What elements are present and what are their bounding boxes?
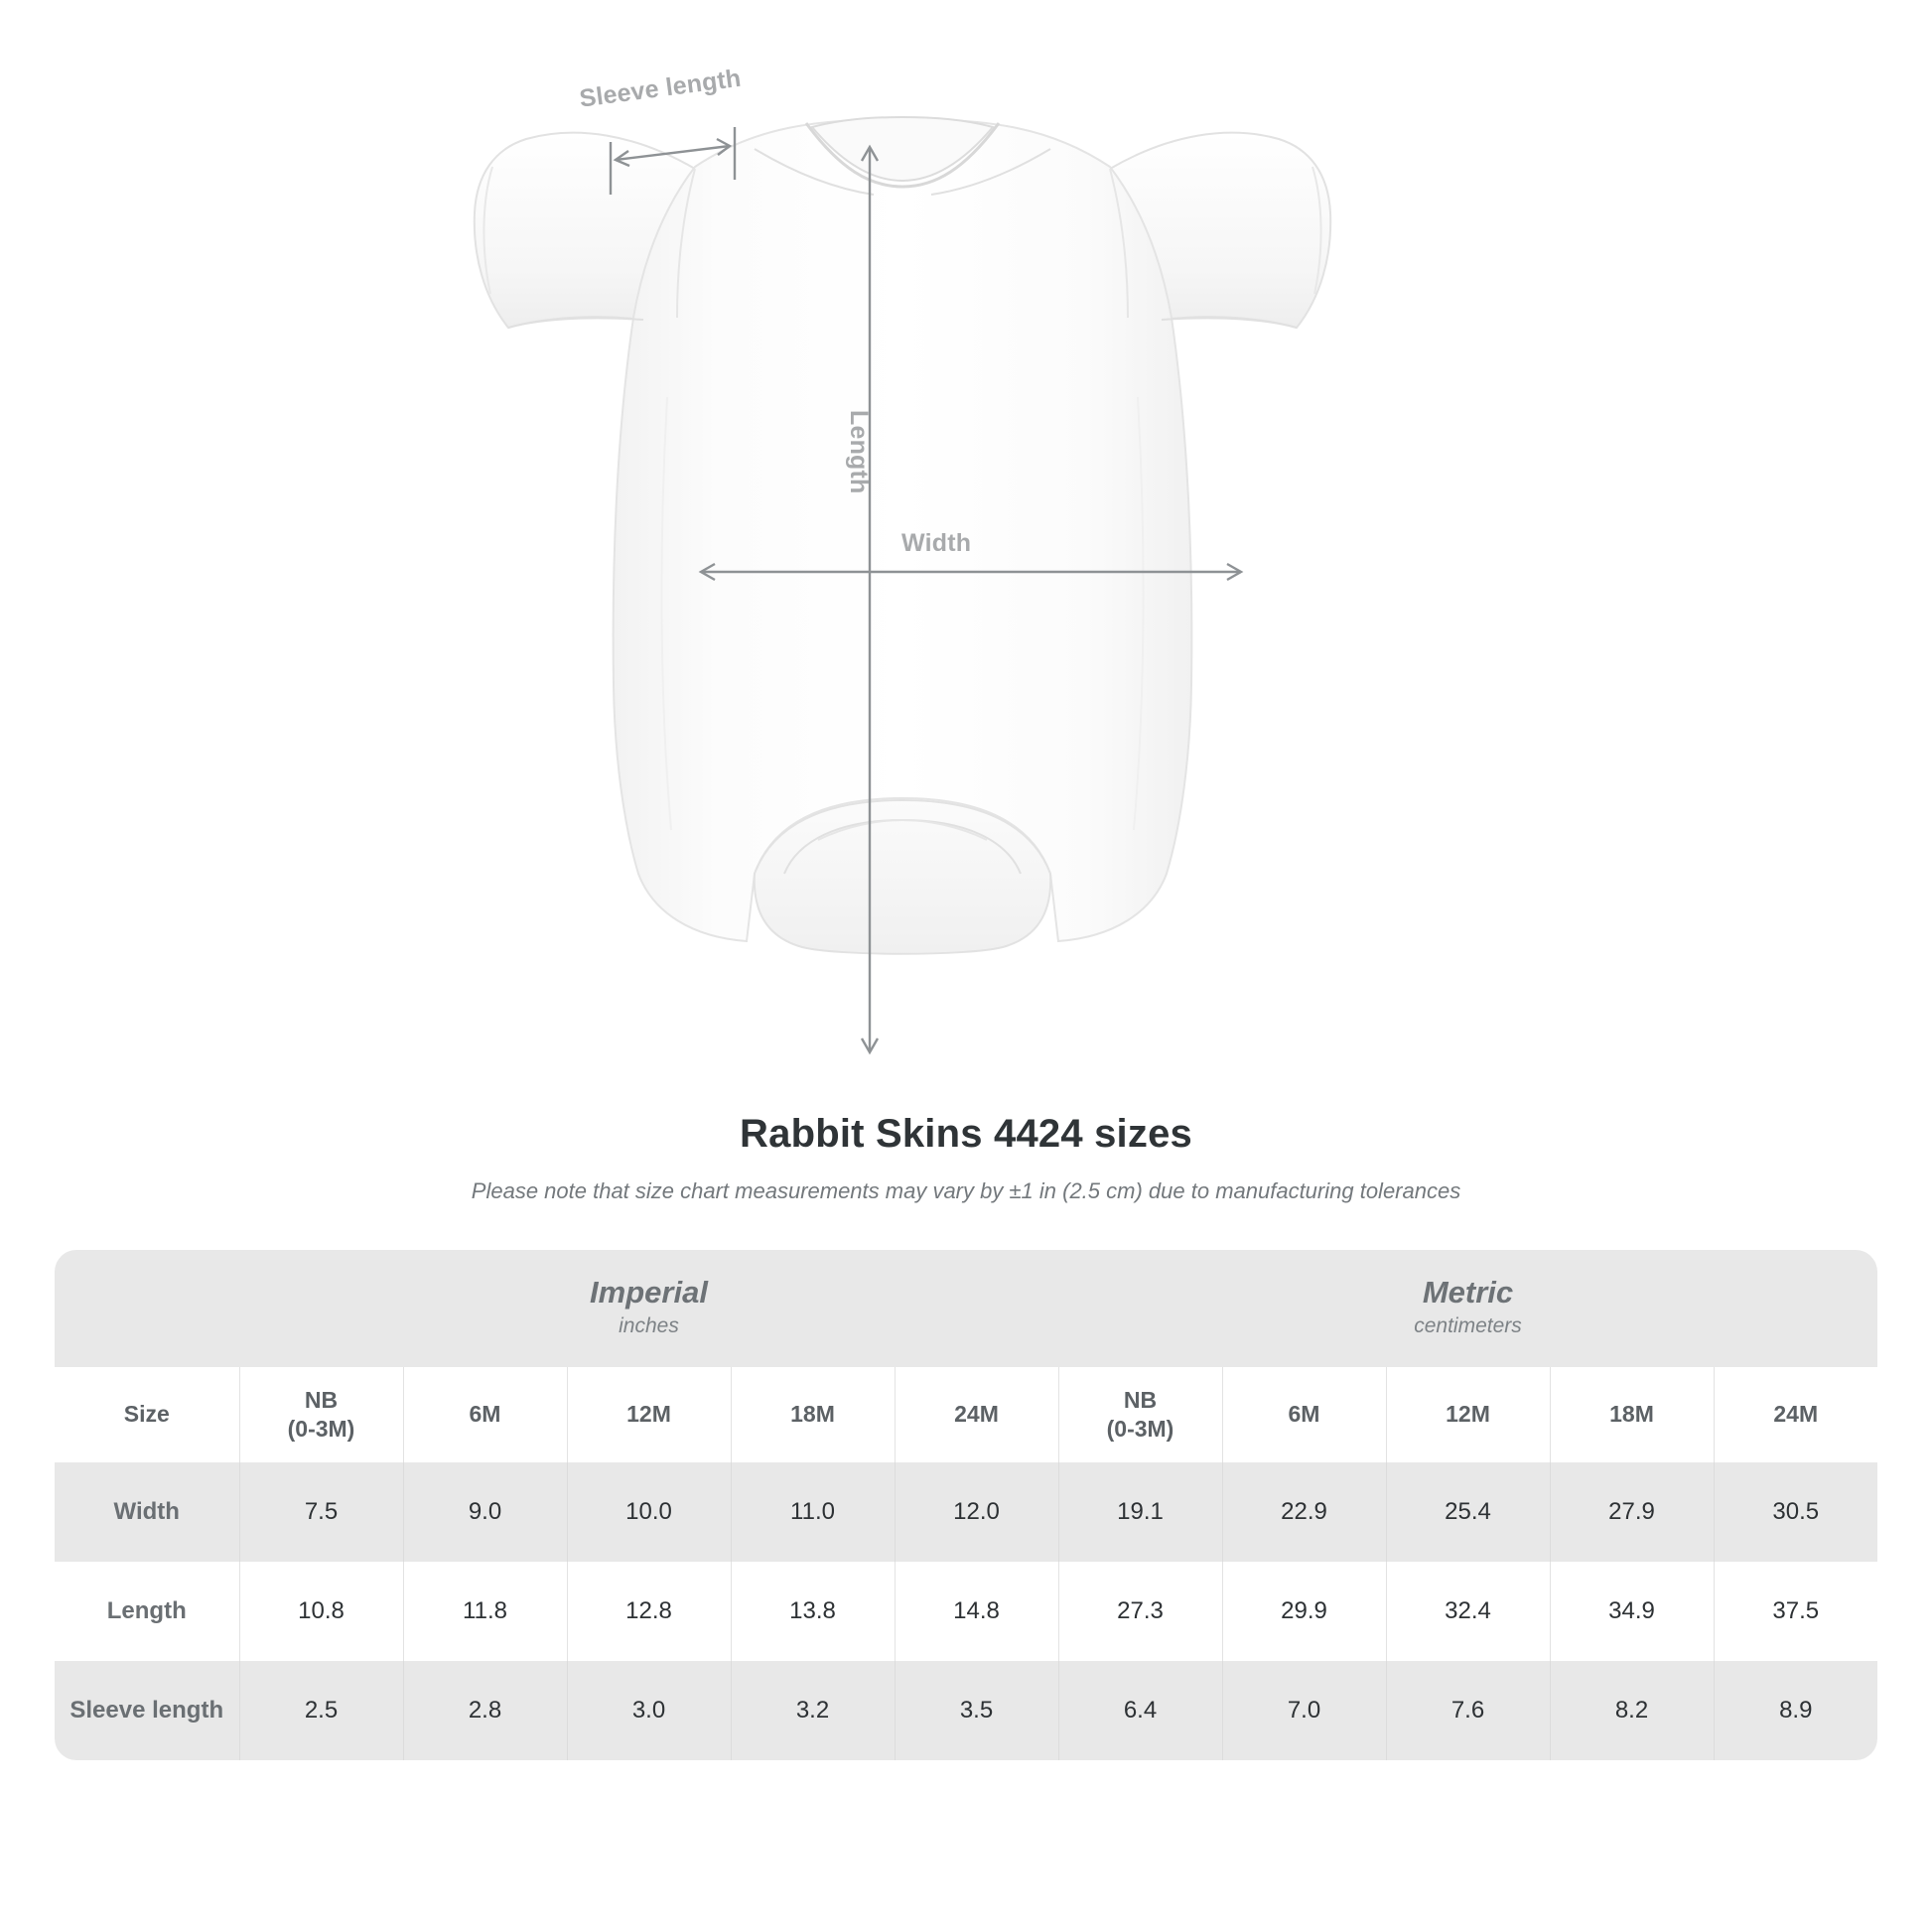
measurement-cell: 7.6 [1385, 1661, 1550, 1760]
size-range: (0-3M) [1106, 1416, 1174, 1442]
size-column-header: 18M [1549, 1367, 1714, 1462]
measurement-cell: 7.0 [1221, 1661, 1386, 1760]
length-arrowhead-top [860, 144, 880, 162]
size-name: 24M [954, 1401, 999, 1428]
sleeve-arrow-line [615, 144, 731, 162]
measurement-cell: 32.4 [1385, 1562, 1550, 1661]
row-label: Sleeve length [55, 1661, 239, 1760]
sleeve-arrowhead-right [716, 137, 733, 156]
width-arrowhead-left [698, 562, 716, 582]
measurement-cell: 12.0 [894, 1462, 1058, 1562]
row-label: Width [55, 1462, 239, 1562]
size-name: 6M [469, 1401, 501, 1428]
measurement-cell: 27.9 [1549, 1462, 1714, 1562]
size-header-row: Size NB (0-3M) 6M 12M 18M 24M N [55, 1367, 1877, 1462]
measurement-cell: 10.8 [238, 1562, 403, 1661]
table-row: Sleeve length 2.5 2.8 3.0 3.2 3.5 6.4 7.… [55, 1661, 1877, 1760]
tolerance-note: Please note that size chart measurements… [471, 1178, 1461, 1203]
garment-illustration: Sleeve length Width Length [473, 65, 1332, 1055]
measurement-cell: 2.5 [238, 1661, 403, 1760]
size-column-header: 24M [894, 1367, 1058, 1462]
measurement-cell: 37.5 [1713, 1562, 1877, 1661]
size-range: (0-3M) [287, 1416, 355, 1442]
unit-group-imperial: Imperial inches [239, 1250, 1058, 1367]
size-column-header: NB (0-3M) [238, 1367, 403, 1462]
row-label: Length [55, 1562, 239, 1661]
size-chart-table: Imperial inches Metric centimeters Size … [55, 1250, 1877, 1760]
measurement-cell: 11.8 [402, 1562, 567, 1661]
table-row: Width 7.5 9.0 10.0 11.0 12.0 19.1 22.9 2… [55, 1462, 1877, 1562]
measurement-cell: 2.8 [402, 1661, 567, 1760]
size-column-header: NB (0-3M) [1057, 1367, 1222, 1462]
size-name: 12M [1446, 1401, 1490, 1428]
measurement-cell: 29.9 [1221, 1562, 1386, 1661]
unit-group-sub: centimeters [1414, 1313, 1522, 1337]
measurement-cell: 27.3 [1057, 1562, 1222, 1661]
size-column-header: 6M [402, 1367, 567, 1462]
sleeve-arrowhead-left [613, 150, 630, 168]
measurement-cell: 19.1 [1057, 1462, 1222, 1562]
size-name: 24M [1773, 1401, 1819, 1428]
size-name: NB [1123, 1386, 1158, 1413]
size-column-header: 18M [730, 1367, 895, 1462]
size-column-header: 12M [566, 1367, 731, 1462]
size-column-header: 12M [1385, 1367, 1550, 1462]
measurement-cell: 11.0 [730, 1462, 895, 1562]
width-annotation: Width [901, 529, 972, 557]
page-title: Rabbit Skins 4424 sizes [740, 1112, 1192, 1156]
measurement-cell: 8.2 [1549, 1661, 1714, 1760]
measurement-cell: 3.2 [730, 1661, 895, 1760]
size-name: 18M [1609, 1401, 1654, 1428]
length-arrowhead-bottom [860, 1037, 880, 1055]
measurement-cell: 3.5 [894, 1661, 1058, 1760]
unit-group-name: Imperial [590, 1274, 708, 1310]
measurement-cell: 12.8 [566, 1562, 731, 1661]
table-row: Length 10.8 11.8 12.8 13.8 14.8 27.3 29.… [55, 1562, 1877, 1661]
size-header-label: Size [55, 1367, 239, 1462]
measurement-cell: 9.0 [402, 1462, 567, 1562]
size-chart-container: Imperial inches Metric centimeters Size … [55, 1250, 1877, 1760]
unit-group-metric: Metric centimeters [1058, 1250, 1877, 1367]
size-name: 18M [790, 1401, 835, 1428]
measurement-cell: 34.9 [1549, 1562, 1714, 1661]
measurement-cell: 25.4 [1385, 1462, 1550, 1562]
measurement-cell: 30.5 [1713, 1462, 1877, 1562]
length-annotation: Length [845, 410, 873, 494]
size-name: 12M [626, 1401, 671, 1428]
onesie-diagram [473, 115, 1332, 1055]
measurement-cell: 14.8 [894, 1562, 1058, 1661]
measurement-arrows [609, 127, 1244, 1055]
measurement-cell: 7.5 [238, 1462, 403, 1562]
width-arrowhead-right [1226, 562, 1244, 582]
measurement-cell: 10.0 [566, 1462, 731, 1562]
unit-band-spacer [55, 1250, 239, 1367]
measurement-cell: 3.0 [566, 1661, 731, 1760]
unit-header-row: Imperial inches Metric centimeters [55, 1250, 1877, 1367]
size-name: NB [304, 1386, 339, 1413]
size-name: 6M [1288, 1401, 1320, 1428]
unit-group-sub: inches [619, 1313, 679, 1337]
measurement-cell: 8.9 [1713, 1661, 1877, 1760]
unit-group-name: Metric [1422, 1274, 1514, 1310]
measurement-cell: 13.8 [730, 1562, 895, 1661]
measurement-cell: 22.9 [1221, 1462, 1386, 1562]
size-column-header: 6M [1221, 1367, 1386, 1462]
chart-heading: Rabbit Skins 4424 sizes Please note that… [0, 1112, 1932, 1204]
measurement-cell: 6.4 [1057, 1661, 1222, 1760]
size-column-header: 24M [1713, 1367, 1877, 1462]
